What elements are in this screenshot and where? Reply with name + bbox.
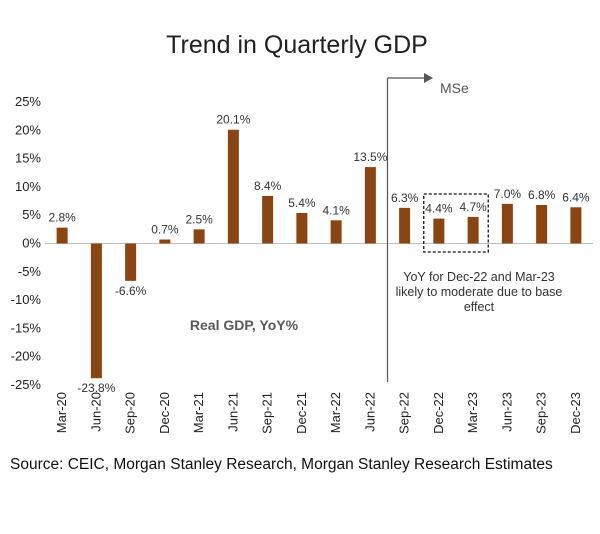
gdp-chart: Trend in Quarterly GDP 25% 20% 15% 10% 5% 0% -…	[11, 31, 593, 434]
forecast-divider: MSe	[386, 73, 469, 382]
x-tick-label: Jun-22	[362, 392, 377, 432]
data-label: -23.8%	[77, 381, 115, 395]
data-labels: 2.8% -23.8% -6.6% 0.7% 2.5% 20.1% 8.4% 5.4% 4.1%…	[48, 113, 589, 395]
x-tick-label: Sep-21	[260, 392, 275, 434]
forecast-label: MSe	[440, 80, 469, 96]
x-tick-label: Dec-20	[157, 392, 172, 434]
bar	[330, 220, 342, 244]
highlight-box	[423, 193, 489, 253]
x-tick-label: Jun-20	[88, 392, 103, 432]
highlight-rect	[423, 193, 489, 253]
annotation-line: YoY for Dec-22 and Mar-23	[403, 270, 555, 284]
annotation-line: effect	[464, 300, 495, 314]
x-tick-label: Mar-20	[54, 392, 69, 433]
data-label: 7.0%	[494, 187, 522, 201]
y-tick-label: -20%	[11, 349, 42, 364]
y-tick-label: -15%	[11, 320, 42, 335]
data-label: 0.7%	[151, 223, 179, 237]
data-label: 8.4%	[254, 179, 282, 193]
data-label: 20.1%	[216, 113, 250, 127]
y-tick-label: 25%	[15, 94, 41, 109]
x-tick-label: Mar-23	[465, 392, 480, 433]
bar	[159, 239, 171, 244]
x-tick-label: Jun-21	[225, 392, 240, 432]
y-tick-label: 5%	[22, 207, 41, 222]
x-tick-label: Dec-23	[568, 392, 583, 434]
y-axis: 25% 20% 15% 10% 5% 0% -5% -10% -15% -20% -25%	[11, 94, 593, 392]
y-tick-label: 0%	[22, 236, 41, 251]
data-label: 2.8%	[48, 211, 76, 225]
bar	[536, 205, 548, 244]
y-tick-label: -10%	[11, 292, 42, 307]
y-tick-label: -25%	[11, 377, 42, 392]
x-axis: Mar-20 Jun-20 Sep-20 Dec-20 Mar-21 Jun-21 Sep-…	[54, 392, 583, 434]
data-label: 4.1%	[322, 203, 350, 217]
x-tick-label: Mar-22	[328, 392, 343, 433]
data-label: 6.8%	[528, 188, 556, 202]
bar	[296, 212, 308, 244]
annotation-line: likely to moderate due to base	[396, 285, 563, 299]
y-tick-label: 20%	[15, 122, 41, 137]
x-tick-label: Sep-22	[397, 392, 412, 434]
source-note: Source: CEIC, Morgan Stanley Research, M…	[10, 456, 553, 473]
bar	[125, 243, 137, 281]
bar	[399, 207, 411, 244]
x-tick-label: Sep-23	[534, 392, 549, 434]
x-tick-label: Dec-22	[431, 392, 446, 434]
series-label: Real GDP, YoY%	[190, 317, 299, 333]
bar	[364, 167, 376, 244]
data-label: 13.5%	[353, 150, 387, 164]
data-label: 5.4%	[288, 196, 316, 210]
bar	[433, 218, 445, 244]
bar	[467, 216, 479, 244]
y-tick-label: -5%	[18, 264, 42, 279]
y-tick-label: 10%	[15, 179, 41, 194]
x-tick-label: Dec-21	[294, 392, 309, 434]
data-label: 6.4%	[562, 190, 590, 204]
x-tick-label: Jun-23	[499, 392, 514, 432]
data-label: 4.4%	[425, 202, 453, 216]
bar	[501, 203, 513, 244]
bar	[90, 243, 102, 379]
data-label: 4.7%	[459, 200, 487, 214]
bar	[193, 229, 205, 244]
bar	[570, 207, 582, 244]
bars	[56, 129, 582, 379]
x-tick-label: Sep-20	[123, 392, 138, 434]
data-label: 6.3%	[391, 191, 419, 205]
arrow-head-icon	[424, 73, 433, 83]
bar	[262, 195, 274, 244]
data-label: -6.6%	[115, 284, 147, 298]
bar	[227, 129, 239, 244]
y-tick-label: 15%	[15, 151, 41, 166]
bar	[56, 227, 68, 244]
x-tick-label: Mar-21	[191, 392, 206, 433]
chart-title: Trend in Quarterly GDP	[166, 31, 428, 59]
data-label: 2.5%	[185, 212, 213, 226]
